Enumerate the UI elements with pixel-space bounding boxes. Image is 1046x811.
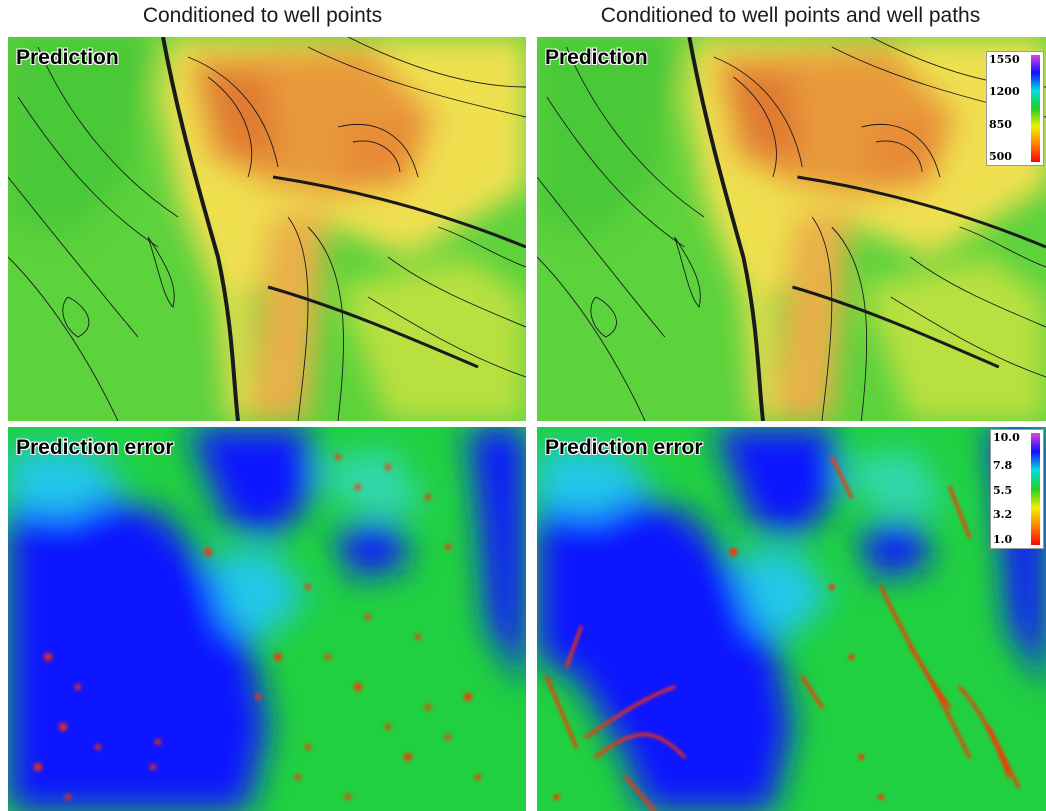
prediction-map-image (8, 37, 526, 421)
left-column-title: Conditioned to well points (142, 4, 383, 27)
prediction-colorbar: 1550 1200 850 500 (986, 51, 1044, 166)
prediction-map-image (537, 37, 1046, 421)
prediction-label: Prediction (545, 46, 648, 69)
error-map-image (8, 427, 526, 811)
colorbar-tick: 3.2 (993, 508, 1013, 521)
prediction-error-label: Prediction error (545, 436, 703, 459)
error-map-well-points: Prediction error (8, 427, 526, 811)
colorbar-tick: 1550 (989, 53, 1020, 66)
error-colorbar-gradient (1031, 433, 1040, 545)
prediction-colorbar-gradient (1031, 55, 1040, 162)
colorbar-tick: 1.0 (993, 533, 1013, 546)
prediction-map-well-paths: Prediction 1550 1200 850 500 (537, 37, 1046, 421)
colorbar-tick: 10.0 (993, 431, 1020, 444)
error-map-image (537, 427, 1046, 811)
colorbar-tick: 500 (989, 150, 1012, 163)
colorbar-tick: 850 (989, 118, 1012, 131)
prediction-error-label: Prediction error (16, 436, 174, 459)
prediction-label: Prediction (16, 46, 119, 69)
right-column-title: Conditioned to well points and well path… (600, 4, 981, 27)
error-map-well-paths: Prediction error 10.0 7.8 5.5 3.2 1.0 (537, 427, 1046, 811)
prediction-map-well-points: Prediction (8, 37, 526, 421)
error-colorbar: 10.0 7.8 5.5 3.2 1.0 (990, 429, 1044, 549)
colorbar-tick: 7.8 (993, 459, 1013, 472)
colorbar-tick: 5.5 (993, 484, 1013, 497)
colorbar-tick: 1200 (989, 85, 1020, 98)
